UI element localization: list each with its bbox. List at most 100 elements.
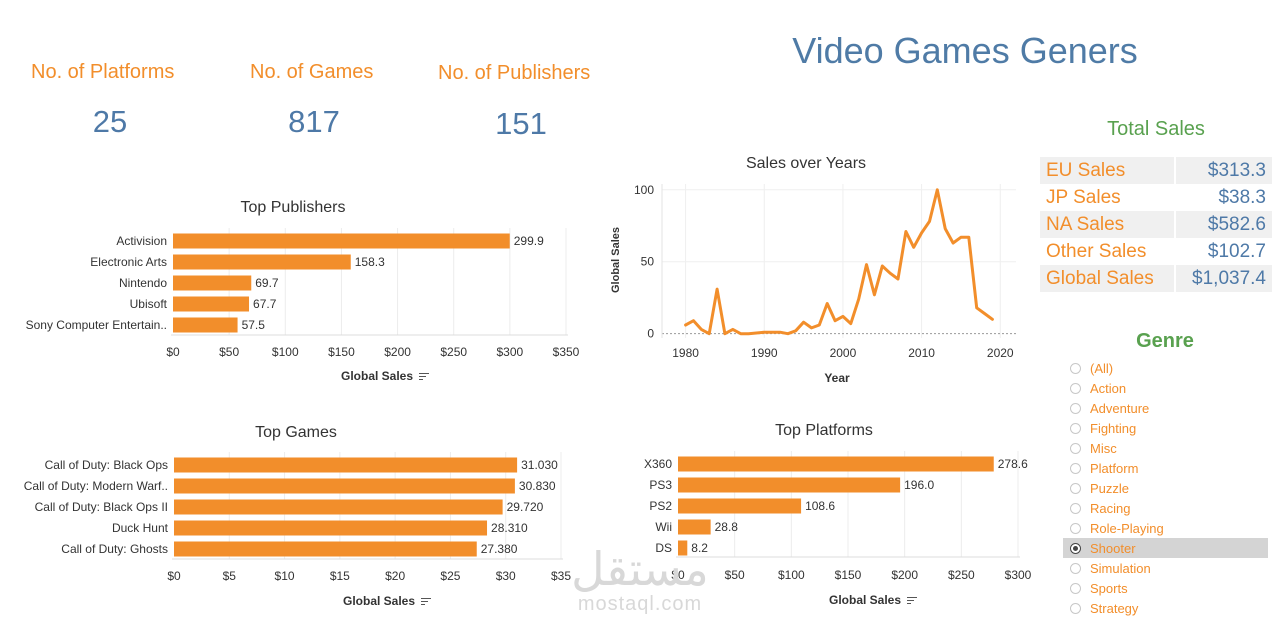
radio-icon[interactable] bbox=[1070, 562, 1081, 574]
x-tick-label: $15 bbox=[330, 569, 350, 583]
x-tick-label: 2020 bbox=[987, 346, 1014, 360]
x-tick-label: $35 bbox=[551, 569, 571, 583]
bar-data-label: 108.6 bbox=[805, 499, 835, 513]
genre-option[interactable]: Platform bbox=[1063, 458, 1268, 478]
x-tick-label: $20 bbox=[385, 569, 405, 583]
sales-row: Other Sales $102.7 bbox=[1040, 238, 1272, 265]
bar[interactable] bbox=[174, 499, 503, 515]
genre-option[interactable]: Action bbox=[1063, 378, 1268, 398]
x-tick-label: 2010 bbox=[908, 346, 935, 360]
bar-category-label: Electronic Arts bbox=[90, 255, 167, 269]
genre-filter-list: (All) Action Adventure Fighting Misc Platform… bbox=[1063, 358, 1268, 618]
bar-category-label: Duck Hunt bbox=[112, 521, 169, 535]
bar-category-label: DS bbox=[655, 541, 672, 555]
bar-category-label: Call of Duty: Modern Warf.. bbox=[24, 479, 168, 493]
x-tick-label: $0 bbox=[167, 569, 181, 583]
x-tick-label: $0 bbox=[671, 568, 685, 582]
bar-data-label: 57.5 bbox=[242, 318, 266, 332]
radio-icon[interactable] bbox=[1070, 382, 1081, 394]
genre-option[interactable]: Shooter bbox=[1063, 538, 1268, 558]
y-axis-label: Global Sales bbox=[610, 227, 622, 293]
bar-category-label: PS3 bbox=[649, 478, 672, 492]
genre-option[interactable]: Simulation bbox=[1063, 558, 1268, 578]
sort-icon[interactable] bbox=[907, 595, 918, 606]
sales-row: EU Sales $313.3 bbox=[1040, 157, 1272, 184]
bar[interactable] bbox=[174, 520, 488, 536]
top-platforms-title: Top Platforms bbox=[775, 422, 873, 439]
genre-option-label: Role-Playing bbox=[1090, 520, 1164, 536]
radio-icon[interactable] bbox=[1070, 442, 1081, 454]
x-tick-label: $5 bbox=[223, 569, 237, 583]
y-tick-label: 0 bbox=[647, 327, 654, 341]
x-tick-label: $0 bbox=[166, 345, 180, 359]
radio-icon[interactable] bbox=[1070, 462, 1081, 474]
genre-option[interactable]: Strategy bbox=[1063, 598, 1268, 618]
genre-option[interactable]: Role-Playing bbox=[1063, 518, 1268, 538]
bar[interactable] bbox=[173, 275, 252, 291]
bar-category-label: Call of Duty: Black Ops bbox=[45, 458, 168, 472]
sales-row-label: Other Sales bbox=[1040, 238, 1176, 265]
x-tick-label: 1980 bbox=[672, 346, 699, 360]
radio-icon[interactable] bbox=[1070, 402, 1081, 414]
watermark-arabic: مستقل bbox=[571, 542, 709, 596]
radio-icon[interactable] bbox=[1070, 522, 1081, 534]
bar[interactable] bbox=[678, 498, 802, 514]
bar[interactable] bbox=[174, 541, 477, 557]
radio-icon[interactable] bbox=[1070, 542, 1081, 554]
genre-option[interactable]: Racing bbox=[1063, 498, 1268, 518]
radio-icon[interactable] bbox=[1070, 502, 1081, 514]
top-publishers-title: Top Publishers bbox=[240, 199, 346, 216]
genre-option-label: (All) bbox=[1090, 360, 1114, 376]
bar[interactable] bbox=[678, 540, 688, 556]
top-games-chart: Call of Duty: Black Ops 31.030 Call of Dut… bbox=[24, 452, 571, 583]
sort-icon[interactable] bbox=[419, 371, 430, 382]
sort-icon[interactable] bbox=[421, 596, 432, 607]
x-tick-label: 2000 bbox=[830, 346, 857, 360]
bar[interactable] bbox=[174, 478, 515, 494]
genre-option-label: Adventure bbox=[1090, 400, 1150, 416]
radio-icon[interactable] bbox=[1070, 602, 1081, 614]
genre-option-label: Racing bbox=[1090, 500, 1131, 516]
radio-icon[interactable] bbox=[1070, 422, 1081, 434]
genre-option[interactable]: Sports bbox=[1063, 578, 1268, 598]
genre-option[interactable]: Fighting bbox=[1063, 418, 1268, 438]
x-tick-label: $200 bbox=[384, 345, 411, 359]
radio-icon[interactable] bbox=[1070, 582, 1081, 594]
bar-data-label: 196.0 bbox=[904, 478, 934, 492]
bar[interactable] bbox=[678, 456, 994, 472]
x-tick-label: 1990 bbox=[751, 346, 778, 360]
bar-data-label: 31.030 bbox=[521, 458, 558, 472]
x-tick-label: $250 bbox=[440, 345, 467, 359]
sales-over-years-chart: 0 50 100 1980 1990 2000 2010 2020 Year Global Sal… bbox=[610, 183, 1016, 385]
genre-option-label: Misc bbox=[1090, 440, 1117, 456]
sales-row-label: JP Sales bbox=[1040, 184, 1176, 211]
bar[interactable] bbox=[678, 477, 901, 493]
x-tick-label: $150 bbox=[835, 568, 862, 582]
radio-icon[interactable] bbox=[1070, 362, 1081, 374]
sales-row-value: $38.3 bbox=[1218, 186, 1266, 208]
dashboard-title: Video Games Geners bbox=[792, 30, 1138, 71]
bar[interactable] bbox=[678, 519, 711, 535]
radio-icon[interactable] bbox=[1070, 482, 1081, 494]
x-tick-label: $50 bbox=[725, 568, 745, 582]
genre-option-label: Fighting bbox=[1090, 420, 1137, 436]
bar-category-label: Call of Duty: Ghosts bbox=[61, 542, 168, 556]
genre-option[interactable]: Misc bbox=[1063, 438, 1268, 458]
genre-option[interactable]: Puzzle bbox=[1063, 478, 1268, 498]
bar[interactable] bbox=[173, 296, 250, 312]
sales-row: NA Sales $582.6 bbox=[1040, 211, 1272, 238]
bar-category-label: Activision bbox=[116, 234, 167, 248]
sales-row-value: $313.3 bbox=[1174, 157, 1272, 184]
bar[interactable] bbox=[174, 457, 518, 473]
bar-data-label: 278.6 bbox=[998, 457, 1028, 471]
sales-line[interactable] bbox=[684, 188, 994, 336]
genre-option[interactable]: Adventure bbox=[1063, 398, 1268, 418]
bar[interactable] bbox=[173, 233, 510, 249]
x-tick-label: $350 bbox=[553, 345, 580, 359]
bar[interactable] bbox=[173, 317, 238, 333]
bar[interactable] bbox=[173, 254, 351, 270]
genre-filter-title: Genre bbox=[1136, 330, 1194, 352]
bar-data-label: 299.9 bbox=[514, 234, 544, 248]
genre-option[interactable]: (All) bbox=[1063, 358, 1268, 378]
bar-category-label: Call of Duty: Black Ops II bbox=[35, 500, 168, 514]
